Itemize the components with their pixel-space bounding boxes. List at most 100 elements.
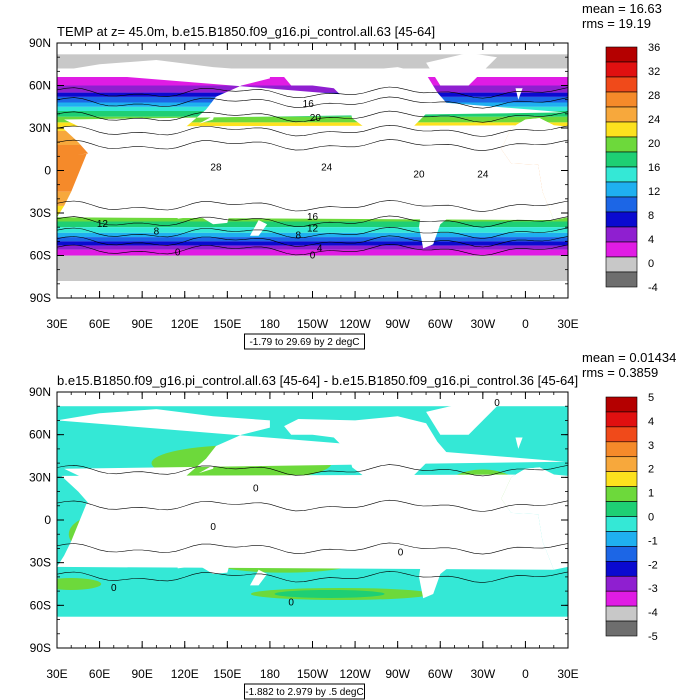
- colorbar-swatch: [605, 271, 638, 288]
- colorbar-label: 28: [648, 90, 660, 102]
- x-tick-label: 90W: [385, 667, 410, 681]
- sea-ice-band: [57, 255, 568, 281]
- land-mask: [501, 467, 568, 570]
- contour-label: 24: [321, 163, 333, 174]
- map-area: [57, 392, 568, 648]
- colorbar-swatch: [605, 426, 638, 443]
- land-mask: [250, 569, 268, 586]
- temp-band: [57, 241, 568, 246]
- colorbar-label: 12: [648, 186, 660, 198]
- colorbar-swatch: [605, 456, 638, 472]
- contour-line: [57, 86, 568, 99]
- colorbar-swatch: [605, 471, 638, 487]
- x-tick-label: 150E: [213, 667, 241, 681]
- colorbar-swatch: [605, 61, 638, 78]
- stat-rms: rms = 19.19: [582, 16, 651, 31]
- temp-band: [57, 232, 568, 238]
- x-tick-label: 30W: [470, 667, 495, 681]
- temp-band: [57, 85, 568, 93]
- contour-line: [57, 243, 568, 256]
- stat-mean: mean = 0.01434: [582, 350, 676, 365]
- x-tick-label: 120W: [339, 667, 371, 681]
- contour-line: [57, 226, 568, 239]
- x-tick-label: 60E: [89, 317, 110, 331]
- contour-label: 0: [288, 597, 294, 608]
- colorbar-label: 5: [648, 392, 654, 404]
- land-mask: [57, 60, 566, 168]
- colorbar-label: 24: [648, 114, 660, 126]
- colorbar-swatch: [605, 546, 638, 562]
- colorbar-label: -5: [648, 631, 658, 643]
- x-tick-label: 90E: [131, 317, 152, 331]
- stat-mean: mean = 16.63: [582, 1, 662, 16]
- land-mask: [198, 108, 216, 124]
- colorbar-swatch: [605, 620, 638, 637]
- colorbar-label: -1: [648, 535, 658, 547]
- colorbar-swatch: [605, 46, 638, 63]
- contour-line: [57, 499, 568, 512]
- x-tick-label: 60W: [428, 667, 453, 681]
- colorbar-label: 8: [648, 210, 654, 222]
- contour-line: [57, 110, 568, 123]
- y-tick-label: 60S: [30, 598, 51, 612]
- x-tick-label: 0: [522, 667, 529, 681]
- x-tick-label: 120E: [171, 667, 199, 681]
- colorbar-label: 4: [648, 234, 654, 246]
- caption-box: [244, 683, 365, 700]
- colorbar-label: 16: [648, 162, 660, 174]
- x-tick-label: 120E: [171, 317, 199, 331]
- contour-label: 8: [296, 231, 302, 242]
- caption-text: -1.79 to 29.69 by 2 degC: [249, 337, 359, 348]
- x-tick-label: 150E: [213, 317, 241, 331]
- land-mask: [176, 187, 232, 225]
- contour-label: 28: [210, 163, 222, 174]
- contour-label: 20: [310, 113, 322, 124]
- colorbar-label: 0: [648, 258, 654, 270]
- contour-line: [57, 235, 568, 248]
- land-mask: [176, 537, 232, 574]
- colorbar-swatch: [605, 91, 638, 108]
- contour-label: 24: [477, 170, 489, 181]
- land-mask: [426, 402, 497, 435]
- contour-label: 0: [253, 484, 259, 495]
- land-mask: [200, 522, 228, 533]
- land-mask: [515, 437, 523, 449]
- contour-line: [57, 124, 568, 137]
- colorbar-swatch: [605, 166, 638, 183]
- colorbar-label: 3: [648, 440, 654, 452]
- contour-label: 4: [317, 243, 323, 254]
- colorbar-label: 4: [648, 416, 654, 428]
- y-tick-label: 30S: [30, 206, 51, 220]
- land-mask: [198, 457, 216, 474]
- contour-label: 0: [111, 583, 117, 594]
- land-mask: [75, 538, 86, 556]
- y-tick-label: 30N: [29, 121, 51, 135]
- land-mask: [149, 512, 185, 532]
- x-tick-label: 30E: [46, 667, 67, 681]
- colorbar-swatch: [605, 136, 638, 153]
- colorbar-swatch: [605, 211, 638, 228]
- y-tick-label: 0: [44, 164, 51, 178]
- contour-label: 12: [307, 223, 319, 234]
- colorbar-swatch: [605, 501, 638, 517]
- land-mask: [426, 52, 497, 86]
- y-tick-label: 0: [44, 513, 51, 527]
- contour-label: 8: [154, 226, 160, 237]
- temp-band: [57, 227, 568, 233]
- contour-label: 12: [97, 219, 109, 230]
- colorbar-swatch: [605, 226, 638, 243]
- colorbar-swatch: [605, 396, 638, 413]
- x-tick-label: 30E: [46, 317, 67, 331]
- y-tick-label: 60N: [29, 79, 51, 93]
- land-mask: [410, 159, 476, 249]
- colorbar-swatch: [605, 196, 638, 213]
- x-tick-label: 60W: [428, 317, 453, 331]
- y-tick-label: 30S: [30, 556, 51, 570]
- colorbar-swatch: [605, 605, 638, 622]
- colorbar-label: 1: [648, 488, 654, 500]
- y-tick-label: 60S: [30, 249, 51, 263]
- colorbar-label: 0: [648, 512, 654, 524]
- temp-band: [57, 221, 568, 228]
